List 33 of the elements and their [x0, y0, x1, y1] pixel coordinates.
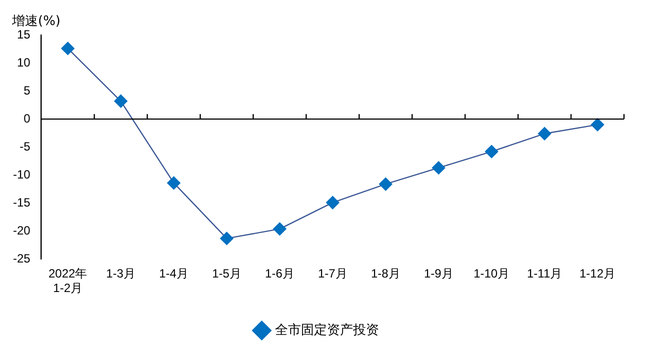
x-tick-label: 1-7月 [318, 266, 348, 281]
point [432, 161, 446, 174]
point [538, 127, 552, 140]
point [61, 42, 74, 56]
y-tick-label: 0 [24, 111, 31, 126]
y-tick-label: 15 [16, 27, 31, 42]
point [167, 176, 180, 190]
y-tick-label: 5 [24, 83, 31, 98]
point [590, 118, 604, 132]
x-tick-label: 2022年 1-2月 [48, 266, 88, 296]
point [220, 232, 234, 246]
y-tick-label: -5 [20, 139, 31, 154]
x-tick-label: 1-5月 [212, 266, 242, 281]
y-tick-label: -25 [13, 252, 31, 266]
point [273, 222, 286, 236]
y-tick-label: -20 [13, 223, 31, 238]
x-tick-label: 1-12月 [580, 266, 616, 281]
y-axis-title: 增速(%) [12, 13, 60, 30]
point [379, 177, 392, 191]
x-tick-label: 1-3月 [106, 266, 136, 281]
x-tick-label: 1-4月 [159, 266, 188, 281]
legend-label: 全市固定资产投资 [274, 322, 379, 338]
x-tick-label: 1-11月 [526, 266, 562, 281]
x-tick-label: 1-6月 [265, 266, 294, 281]
x-tick-label: 1-10月 [474, 266, 510, 281]
x-tick-label: 1-9月 [424, 266, 454, 281]
x-tick-label: 1-8月 [370, 266, 400, 281]
y-tick-label: -10 [13, 167, 31, 182]
y-tick-label: -15 [13, 195, 31, 210]
y-tick-label: 10 [16, 55, 31, 70]
point [484, 144, 498, 158]
point [114, 94, 128, 108]
point [326, 196, 340, 210]
